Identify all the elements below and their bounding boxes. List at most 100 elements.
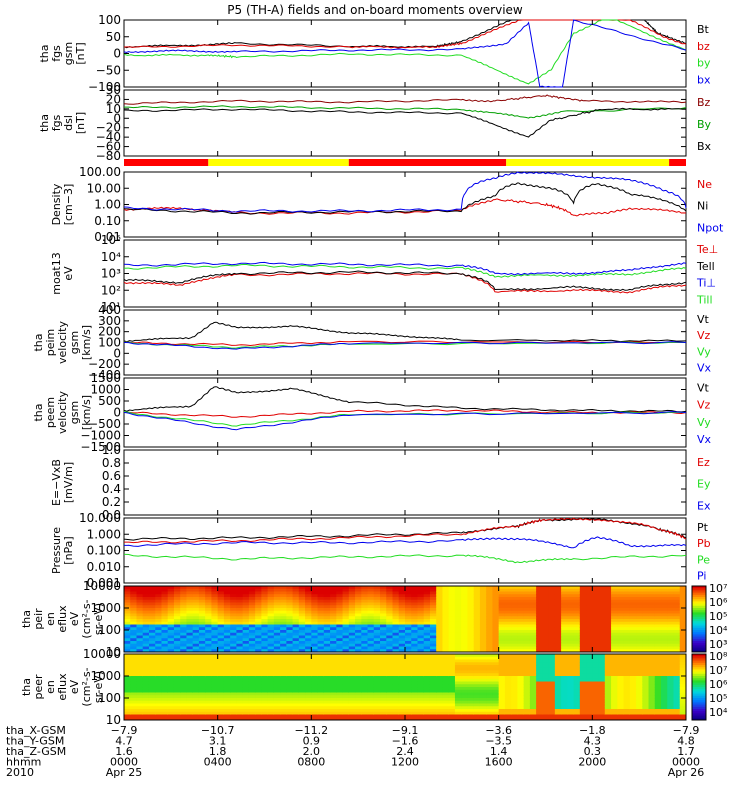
heatmap-cell (523, 597, 531, 601)
heatmap-cell (636, 635, 643, 639)
heatmap-cell (567, 602, 575, 606)
heatmap-cell (136, 632, 144, 636)
heatmap-cell (211, 594, 219, 598)
heatmap-cell (323, 681, 331, 685)
heatmap-cell (392, 670, 400, 674)
heatmap-cell (330, 684, 337, 688)
heatmap-cell (673, 616, 681, 620)
heatmap-cell (611, 632, 618, 636)
heatmap-cell (186, 641, 194, 645)
heatmap-cell (323, 586, 331, 590)
heatmap-cell (205, 597, 212, 601)
heatmap-cell (592, 700, 600, 704)
heatmap-cell (217, 703, 225, 707)
heatmap-cell (467, 627, 475, 631)
heatmap-cell (173, 656, 181, 660)
heatmap-cell (629, 588, 637, 592)
heatmap-cell (579, 621, 587, 625)
heatmap-cell (448, 695, 456, 699)
heatmap-cell (636, 638, 643, 642)
x-axis-value: 4.7 (115, 735, 133, 748)
heatmap-cell (305, 610, 312, 614)
heatmap-cell (429, 588, 437, 592)
heatmap-cell (286, 678, 294, 682)
heatmap-cell (554, 613, 562, 617)
heatmap-cell (255, 678, 262, 682)
heatmap-cell (173, 692, 181, 696)
heatmap-cell (604, 624, 612, 628)
heatmap-cell (173, 681, 181, 685)
heatmap-cell (248, 711, 256, 715)
heatmap-cell (261, 678, 269, 682)
heatmap-cell (280, 630, 287, 634)
heatmap-cell (342, 695, 350, 699)
heatmap-cell (436, 646, 443, 650)
heatmap-cell (361, 711, 369, 715)
heatmap-cell (392, 641, 400, 645)
heatmap-cell (498, 624, 506, 628)
heatmap-cell (392, 684, 400, 688)
heatmap-cell (305, 599, 312, 603)
series-Bx-line (123, 107, 686, 138)
heatmap-cell (211, 602, 219, 606)
heatmap-cell (567, 676, 575, 680)
heatmap-cell (267, 689, 275, 693)
series-Pe-line (123, 553, 687, 564)
heatmap-cell (467, 608, 475, 612)
heatmap-cell (523, 627, 531, 631)
heatmap-cell (504, 689, 512, 693)
heatmap-cell (380, 630, 387, 634)
heatmap-cell (130, 605, 137, 609)
heatmap-cell (486, 616, 493, 620)
heatmap-cell (367, 678, 375, 682)
heatmap-cell (579, 656, 587, 660)
heatmap-cell (461, 613, 468, 617)
heatmap-cell (511, 687, 518, 691)
heatmap-cell (286, 670, 294, 674)
heatmap-cell (454, 624, 462, 628)
heatmap-cell (673, 689, 681, 693)
heatmap-cell (355, 673, 362, 677)
heatmap-cell (348, 621, 356, 625)
heatmap-cell (561, 673, 568, 677)
heatmap-cell (592, 703, 600, 707)
heatmap-cell (642, 676, 650, 680)
heatmap-cell (648, 613, 656, 617)
heatmap-cell (392, 624, 400, 628)
heatmap-cell (467, 689, 475, 693)
heatmap-cell (523, 621, 531, 625)
heatmap-cell (205, 654, 212, 658)
heatmap-cell (467, 673, 475, 677)
heatmap-cell (573, 597, 581, 601)
heatmap-cell (611, 588, 618, 592)
heatmap-cell (292, 714, 300, 718)
heatmap-cell (473, 597, 481, 601)
heatmap-cell (604, 599, 612, 603)
y-axis-label: eV (68, 679, 81, 694)
heatmap-cell (286, 714, 294, 718)
heatmap-cell (236, 706, 244, 710)
heatmap-cell (192, 591, 200, 595)
heatmap-cell (298, 619, 306, 623)
heatmap-cell (173, 654, 181, 658)
heatmap-cell (236, 599, 244, 603)
heatmap-cell (586, 602, 593, 606)
heatmap-cell (380, 649, 387, 653)
heatmap-cell (198, 605, 206, 609)
heatmap-cell (567, 654, 575, 658)
heatmap-cell (280, 717, 287, 721)
legend-label: Pi (697, 570, 706, 583)
heatmap-cell (579, 687, 587, 691)
heatmap-cell (604, 627, 612, 631)
heatmap-cell (405, 700, 412, 704)
heatmap-cell (611, 641, 618, 645)
heatmap-cell (604, 635, 612, 639)
heatmap-cell (454, 597, 462, 601)
heatmap-cell (280, 588, 287, 592)
heatmap-cell (529, 714, 537, 718)
heatmap-cell (498, 630, 506, 634)
heatmap-cell (161, 610, 169, 614)
heatmap-cell (205, 643, 212, 647)
heatmap-cell (442, 654, 450, 658)
